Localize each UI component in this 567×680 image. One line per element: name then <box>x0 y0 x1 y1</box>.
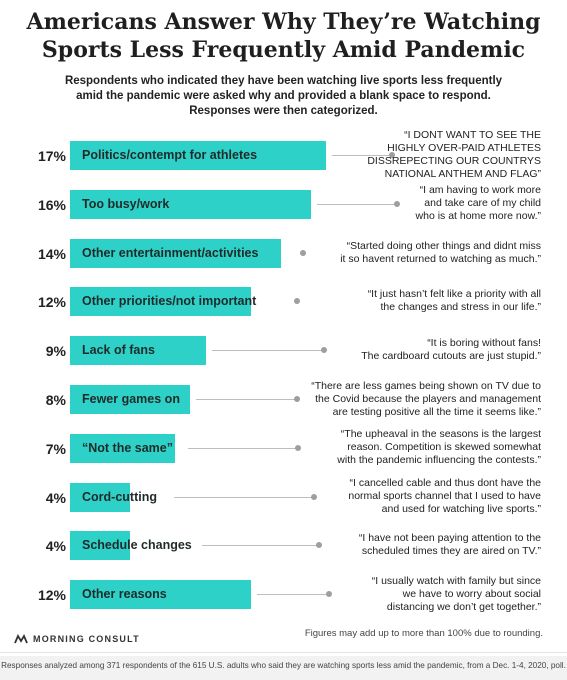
chart-row: 12% Other reasons “I usually watch with fa… <box>0 573 567 621</box>
chart-row: 17% Politics/contempt for athletes “I DONT… <box>0 129 567 182</box>
connector-line <box>317 203 397 205</box>
connector-dot <box>389 152 395 158</box>
chart-title: Americans Answer Why They’re Watching Spo… <box>26 9 541 63</box>
connector-line <box>212 350 324 352</box>
value-label: 8% <box>45 392 66 408</box>
bar <box>70 385 190 414</box>
chart-row: 12% Other priorities/not important “It jus… <box>0 280 567 328</box>
connector-dot <box>294 396 300 402</box>
value-label: 16% <box>37 196 66 213</box>
bar <box>70 531 130 561</box>
methodology-footer: Responses analyzed among 371 respondents… <box>0 656 567 680</box>
respondent-quote: “It just hasn’t felt like a priority wit… <box>367 288 541 314</box>
bar <box>70 238 281 268</box>
morning-consult-logo-icon <box>14 634 28 644</box>
respondent-quote: “I am having to work more and take care … <box>415 184 541 223</box>
connector-dot <box>295 444 301 451</box>
respondent-quote: “I have not been paying attention to the… <box>358 532 541 558</box>
connector-dot <box>300 249 306 256</box>
category-label: “Not the same” <box>82 440 173 455</box>
connector-line <box>196 399 297 400</box>
bar <box>70 580 251 610</box>
category-label: Politics/contempt for athletes <box>82 148 258 162</box>
value-label: 4% <box>45 538 66 555</box>
chart-row: 9% Lack of fans “It is boring without fans… <box>0 329 567 377</box>
chart-row: 4% Schedule changes “I have not been payin… <box>0 524 567 572</box>
respondent-quote: “It is boring without fans! The cardboar… <box>361 337 541 363</box>
connector-dot <box>316 542 322 549</box>
value-label: 4% <box>45 489 66 506</box>
category-label: Lack of fans <box>82 343 155 358</box>
category-label: Other priorities/not important <box>82 294 257 309</box>
category-label: Cord-cutting <box>82 489 157 504</box>
bar <box>70 189 311 219</box>
chart-subtitle: Respondents who indicated they have been… <box>64 75 503 117</box>
bar <box>70 287 251 317</box>
connector-line <box>188 447 298 449</box>
connector-dot <box>394 200 400 207</box>
bar <box>70 141 326 170</box>
rounding-note: Figures may add up to more than 100% due… <box>304 628 543 639</box>
value-label: 12% <box>37 587 66 604</box>
connector-line <box>257 594 329 596</box>
bar <box>70 336 206 366</box>
connector-dot <box>311 493 317 500</box>
value-label: 17% <box>37 148 66 164</box>
connector-dot <box>294 298 300 305</box>
value-label: 14% <box>37 245 66 262</box>
bar <box>70 433 175 463</box>
chart-row: 4% Cord-cutting “I cancelled cable and thu… <box>0 476 567 524</box>
connector-line <box>202 545 319 547</box>
bar <box>70 482 130 512</box>
respondent-quote: “I DONT WANT TO SEE THE HIGHLY OVER-PAID… <box>367 129 541 180</box>
category-label: Schedule changes <box>82 538 192 553</box>
chart-row: 7% “Not the same” “The upheaval in the sea… <box>0 427 567 475</box>
chart-row: 14% Other entertainment/activities “Starte… <box>0 232 567 280</box>
value-label: 9% <box>45 343 66 360</box>
connector-dot <box>321 347 327 354</box>
brand-name: MORNING CONSULT <box>33 634 140 644</box>
chart-row: 8% Fewer games on “There are less games be… <box>0 378 567 426</box>
brand-logo: MORNING CONSULT <box>14 634 140 644</box>
connector-line <box>332 155 392 156</box>
respondent-quote: “I usually watch with family but since w… <box>371 574 541 613</box>
respondent-quote: “The upheaval in the seasons is the larg… <box>337 428 541 467</box>
value-label: 12% <box>37 294 66 311</box>
chart-row: 16% Too busy/work “I am having to work mor… <box>0 183 567 231</box>
value-label: 7% <box>45 440 66 457</box>
category-label: Other entertainment/activities <box>82 245 259 260</box>
respondent-quote: “There are less games being shown on TV … <box>311 379 541 418</box>
category-label: Other reasons <box>82 587 167 602</box>
category-label: Fewer games on <box>82 392 180 406</box>
category-label: Too busy/work <box>82 196 170 211</box>
respondent-quote: “Started doing other things and didnt mi… <box>340 239 541 265</box>
footer-divider <box>0 652 567 653</box>
connector-dot <box>326 591 332 598</box>
respondent-quote: “I cancelled cable and thus dont have th… <box>348 477 541 516</box>
connector-line <box>174 496 314 498</box>
